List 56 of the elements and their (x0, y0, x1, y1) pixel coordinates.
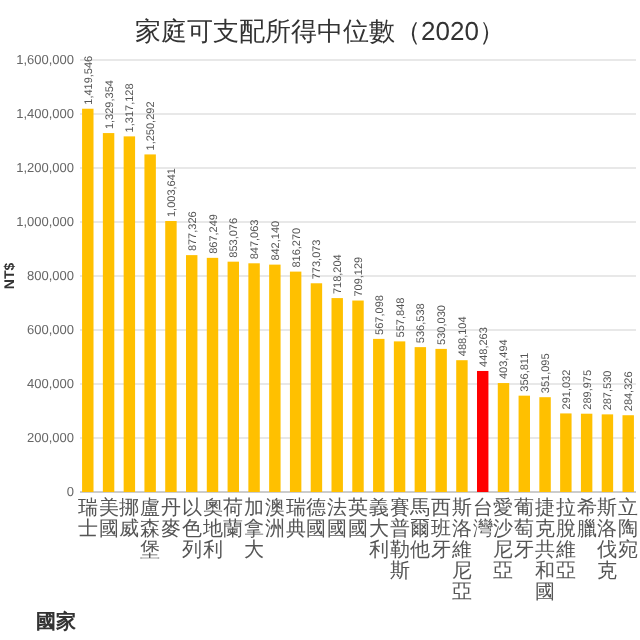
x-tick-label: 愛沙尼亞 (493, 496, 514, 583)
x-axis-title: 國家 (36, 610, 76, 634)
bar (269, 264, 281, 492)
bar (456, 360, 468, 492)
bar (165, 221, 177, 492)
bar (206, 257, 219, 492)
bar (518, 395, 530, 492)
bar (601, 414, 614, 492)
bar (373, 338, 385, 492)
bar (560, 413, 572, 492)
x-tick-label: 挪威 (119, 496, 140, 541)
bar (476, 370, 489, 492)
x-tick-label: 丹麥 (160, 498, 181, 541)
x-tick-label: 賽普勒斯 (389, 496, 410, 583)
bar (227, 261, 240, 492)
bar (414, 347, 427, 492)
bar (580, 413, 593, 492)
bar (144, 154, 156, 492)
x-tick-label: 拉脫維亞 (553, 496, 576, 583)
bar (497, 383, 510, 492)
bar (539, 397, 551, 492)
x-tick-label: 希臘 (576, 496, 597, 541)
bar (393, 341, 406, 492)
bar (331, 298, 343, 492)
x-tick-label: 加拿大 (244, 496, 265, 562)
x-tick-label: 以色列 (181, 496, 202, 562)
bar (289, 271, 302, 492)
bar (186, 255, 198, 492)
chart-title: 家庭可支配所得中位數（2020） (135, 16, 505, 46)
bar (248, 263, 260, 492)
x-tick-label: 斯洛伐克 (597, 496, 618, 583)
x-tick-label: 奧地利 (200, 496, 223, 562)
bar (310, 283, 323, 492)
bar (82, 108, 94, 492)
bar (352, 300, 364, 492)
x-tick-label: 盧森堡 (140, 496, 161, 562)
x-tick-label: 義大利 (368, 496, 389, 562)
x-tick-label: 斯洛維尼亞 (449, 496, 472, 604)
x-tick-label: 德國 (306, 498, 327, 541)
x-tick-label: 西班牙 (431, 498, 452, 562)
bar (102, 133, 115, 492)
bar (123, 136, 136, 492)
x-tick-label: 馬爾他 (408, 498, 431, 562)
x-tick-label: 澳洲 (264, 496, 285, 541)
x-tick-label: 荷蘭 (223, 496, 244, 541)
x-tick-label: 台灣 (472, 496, 493, 541)
x-tick-label: 瑞典 (285, 496, 306, 541)
x-tick-label: 瑞士 (77, 496, 98, 541)
bar (622, 415, 634, 492)
x-tick-label: 美國 (98, 496, 119, 541)
bar (435, 348, 447, 492)
x-tick-label: 葡萄牙 (514, 496, 535, 562)
x-tick-label: 法國 (327, 496, 348, 541)
x-tick-label: 英國 (348, 496, 368, 541)
x-tick-label: 立陶宛 (618, 496, 639, 562)
x-tick-label: 捷克共和國 (535, 496, 556, 604)
